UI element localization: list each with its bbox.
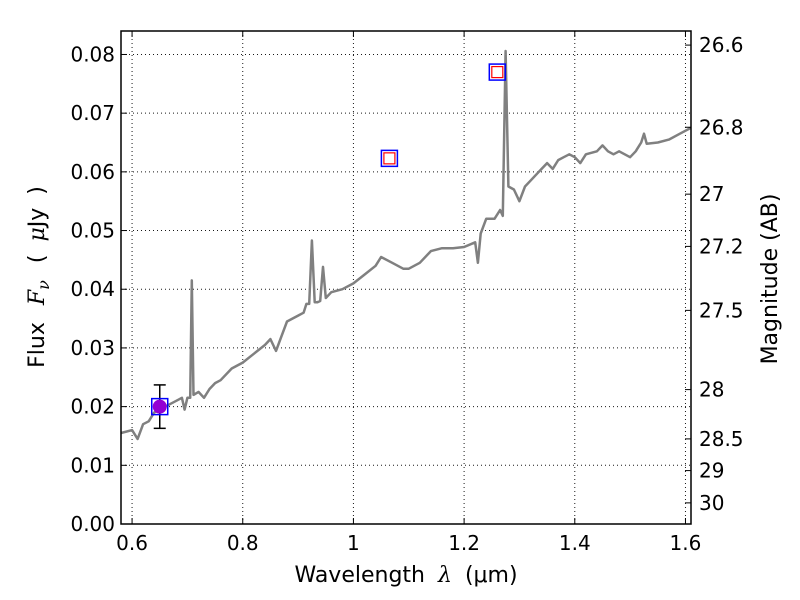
y2-tick-label: 27.2 [699,234,744,258]
y2-tick-label: 26.6 [699,33,744,57]
x-tick-label: 1.2 [448,531,480,555]
grid [121,31,691,524]
photometry-markers [150,63,507,430]
y2-tick-label: 29 [699,459,724,483]
y2-axis-title: Magnitude (AB) [758,194,783,365]
photometry-marker [383,152,396,165]
x-tick-label: 1.6 [670,531,702,555]
y-tick-label: 0.06 [70,160,115,184]
y2-tick-label: 30 [699,491,724,515]
y-tick-label: 0.00 [70,512,115,536]
y-tick-label: 0.07 [70,101,115,125]
photometry-point [150,384,169,430]
y-tick-label: 0.05 [70,219,115,243]
x-tick-label: 0.6 [116,531,148,555]
x-axis: 0.6 0.8 1 1.2 1.4 1.6 [116,31,701,555]
y-axis-title: Flux Fν ( μJy ) [25,186,55,368]
y-tick-label: 0.01 [70,453,115,477]
y-tick-label: 0.03 [70,336,115,360]
y2-tick-label: 28.5 [699,427,744,451]
photometry-box [380,149,399,168]
photometry-box [488,63,507,81]
spectrum-line [120,49,692,441]
y2-tick-label: 28 [699,378,724,402]
y-axis: 0.00 0.01 0.02 0.03 0.04 0.05 0.06 0.07 0.08 [70,42,127,536]
x-tick-label: 1.4 [559,531,591,555]
photometry-marker [152,399,167,414]
x-tick-label: 1 [347,531,360,555]
x-axis-title: Wavelength λ (μm) [294,563,517,588]
photometry-point [380,149,399,168]
x-tick-label: 0.8 [227,531,259,555]
photometry-marker [491,65,504,79]
y-tick-label: 0.04 [70,277,115,301]
photometry-point [488,63,507,81]
y2-tick-label: 27 [699,182,724,206]
plot-frame [120,30,692,525]
photometry-box [150,397,169,416]
y-tick-label: 0.08 [70,42,115,66]
y2-axis: 26.6 26.8 27 27.2 27.5 28 28.5 29 30 [685,33,744,515]
y-tick-label: 0.02 [70,395,115,419]
spectrum-series [120,49,692,441]
y2-tick-label: 26.8 [699,115,744,139]
y2-tick-label: 27.5 [699,298,744,322]
